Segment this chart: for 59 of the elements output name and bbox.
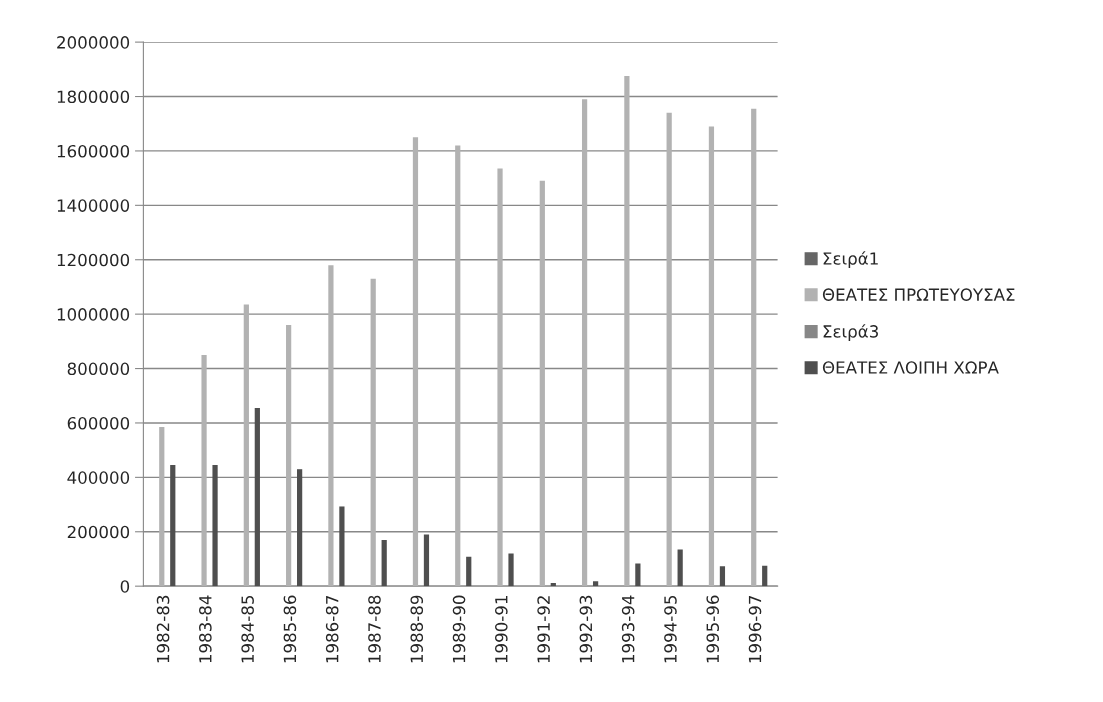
bar (339, 506, 345, 587)
x-tick-label: 1986-87 (325, 595, 339, 663)
bar (243, 304, 249, 587)
bar (708, 126, 715, 587)
bar (412, 137, 419, 587)
bar (666, 112, 672, 587)
x-tick-label: 1996-97 (748, 595, 762, 663)
x-tick-label: 1988-89 (410, 595, 424, 663)
x-tick-label: 1994-95 (664, 595, 677, 663)
bar (762, 565, 768, 587)
x-tick-label: 1993-94 (621, 595, 635, 663)
legend-label: ΘΕΑΤΕΣ ΛΟΙΠΗ ΧΩΡΑ (822, 361, 999, 374)
bar (719, 566, 726, 587)
y-tick-label: 600000 (67, 416, 130, 430)
bar (381, 539, 387, 587)
y-tick-label: 1000000 (57, 308, 130, 321)
bar (297, 469, 303, 587)
bar (635, 563, 641, 587)
bar (508, 553, 514, 587)
bar (466, 556, 472, 587)
y-tick-label: 0 (120, 580, 130, 593)
y-tick-label: 400000 (67, 471, 130, 484)
y-tick-label: 2000000 (57, 36, 130, 49)
legend-label: Σειρά1 (823, 251, 878, 269)
x-tick-label: 1983-84 (199, 595, 212, 663)
bar (286, 325, 292, 587)
y-tick-label: 1200000 (57, 253, 130, 267)
bar (254, 407, 260, 587)
y-tick-label: 1600000 (57, 144, 130, 158)
bar (212, 465, 218, 587)
bar (592, 581, 599, 587)
x-tick-label: 1995-96 (706, 595, 720, 663)
y-tick-label: 1800000 (57, 90, 130, 104)
bar (539, 180, 545, 587)
bar (159, 427, 165, 587)
bar (170, 465, 176, 587)
bar (581, 99, 588, 587)
x-tick-label: 1982-83 (156, 595, 170, 663)
x-tick-label: 1991-92 (537, 596, 550, 663)
bar (455, 145, 461, 587)
y-tick-label: 200000 (67, 525, 130, 539)
legend-label: Σειρά3 (823, 324, 878, 341)
bar (423, 534, 430, 587)
bar (497, 168, 503, 587)
x-tick-label: 1992-93 (579, 595, 593, 663)
x-tick-label: 1985-86 (283, 595, 297, 663)
bar (328, 265, 334, 587)
x-tick-label: 1984-85 (241, 595, 254, 663)
x-tick-label: 1990-91 (495, 596, 508, 663)
bar (370, 278, 376, 587)
bar (677, 549, 683, 587)
bar (201, 354, 207, 587)
legend-label: ΘΕΑΤΕΣ ΠΡΩΤΕΥΟΥΣΑΣ (822, 288, 1015, 301)
y-tick-label: 800000 (67, 362, 130, 376)
bar (751, 108, 757, 587)
bar (624, 76, 630, 587)
x-tick-label: 1987-88 (368, 595, 381, 663)
y-tick-label: 1400000 (57, 199, 130, 212)
x-tick-label: 1989-90 (452, 595, 466, 663)
